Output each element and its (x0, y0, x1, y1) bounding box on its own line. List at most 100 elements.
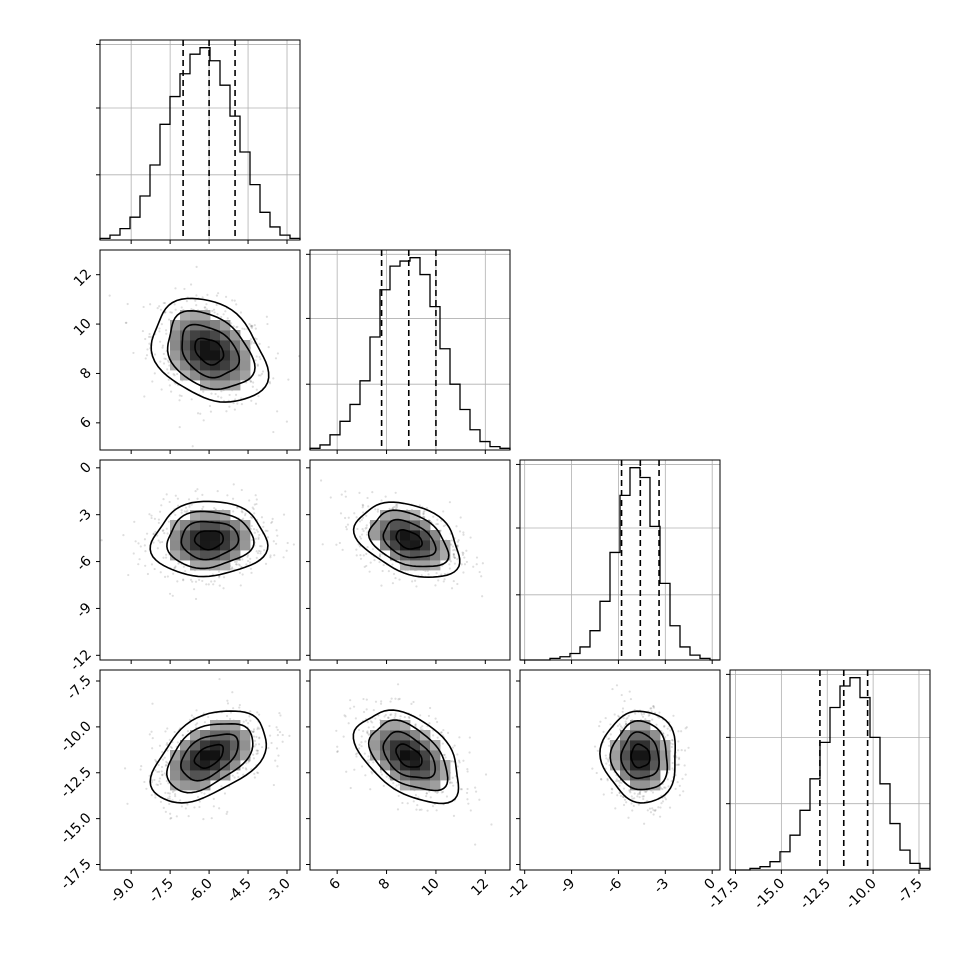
density-cell (200, 310, 211, 321)
sample-point (189, 283, 193, 286)
sample-point (676, 781, 679, 784)
sample-point (674, 787, 677, 790)
sample-point (637, 793, 640, 796)
sample-point (422, 512, 425, 516)
sample-point (164, 791, 167, 794)
sample-point (180, 805, 184, 808)
sample-point (186, 730, 190, 733)
sample-point (154, 796, 157, 799)
sample-point (250, 325, 253, 328)
sample-point (183, 510, 186, 513)
density-cell (190, 780, 201, 791)
x-tick-label-1-2: 10 (419, 876, 443, 900)
sample-point (390, 697, 393, 700)
sample-point (344, 495, 347, 498)
sample-point (683, 749, 687, 752)
sample-point (394, 697, 397, 700)
sample-point (237, 563, 240, 566)
sample-point (217, 570, 221, 573)
sample-point (678, 784, 681, 787)
sample-point (451, 760, 454, 763)
density-cell (200, 350, 211, 361)
sample-point (425, 792, 428, 795)
sample-point (235, 563, 238, 566)
sample-point (422, 510, 425, 514)
histogram-panel-0 (96, 39, 301, 244)
density-cell (180, 780, 191, 791)
sample-point (259, 358, 262, 361)
sample-point (165, 743, 168, 746)
sample-point (663, 796, 666, 799)
sample-point (651, 791, 655, 794)
sample-point (244, 767, 247, 770)
sample-point (385, 775, 388, 778)
density-cell (190, 550, 201, 561)
sample-point (599, 777, 603, 781)
sample-point (150, 514, 153, 517)
sample-point (436, 736, 439, 739)
sample-point (254, 743, 257, 746)
contour-level-2 (166, 309, 256, 391)
sample-point (638, 792, 642, 796)
sample-point (252, 728, 256, 731)
sample-point (161, 773, 164, 776)
density-cell (210, 770, 221, 781)
sample-point (460, 563, 463, 566)
density-cell (420, 760, 431, 771)
joint-panel-3-2 (516, 669, 721, 874)
sample-point (414, 724, 417, 727)
sample-point (391, 507, 394, 510)
sample-point (360, 518, 363, 521)
sample-point (419, 726, 422, 729)
density-cell (190, 330, 201, 341)
sample-point (234, 398, 237, 401)
sample-point (258, 355, 261, 359)
sample-point (241, 511, 244, 514)
sample-point (236, 325, 239, 328)
sample-point (174, 308, 177, 311)
contour-level-1 (382, 730, 437, 779)
sample-point (661, 800, 665, 803)
sample-point (358, 520, 362, 523)
sample-point (360, 533, 364, 536)
sample-point (648, 807, 652, 810)
sample-point (245, 563, 248, 566)
sample-point (248, 499, 251, 502)
sample-point (666, 778, 669, 781)
sample-point (627, 714, 630, 718)
density-cell (240, 530, 251, 541)
density-cell (440, 770, 451, 781)
sample-point (286, 541, 289, 545)
density-cell (230, 760, 241, 771)
sample-point (624, 723, 628, 726)
sample-point (196, 488, 199, 491)
sample-point (166, 532, 169, 535)
sample-point (182, 579, 185, 582)
sample-point (369, 788, 372, 791)
density-cell (380, 530, 391, 541)
sample-point (163, 772, 166, 775)
sample-point (264, 562, 268, 565)
sample-point (218, 584, 221, 587)
sample-point (211, 309, 214, 313)
y-tick-label-3-4: -7.5 (64, 673, 95, 704)
density-cell (220, 730, 231, 741)
sample-point (168, 592, 172, 595)
sample-point (616, 724, 619, 728)
sample-point (292, 543, 295, 546)
sample-point (436, 522, 439, 526)
sample-point (365, 533, 369, 536)
sample-point (428, 790, 431, 793)
sample-point (167, 378, 170, 381)
density-cell (180, 740, 191, 751)
sample-point (158, 744, 162, 747)
sample-point (270, 741, 273, 745)
panel-frame (99, 669, 301, 871)
sample-point (453, 556, 457, 559)
sample-point (154, 758, 157, 762)
sample-point (362, 529, 365, 533)
sample-point (372, 761, 375, 764)
sample-point (164, 764, 167, 767)
sample-point (469, 809, 472, 812)
density-cell (430, 750, 441, 761)
